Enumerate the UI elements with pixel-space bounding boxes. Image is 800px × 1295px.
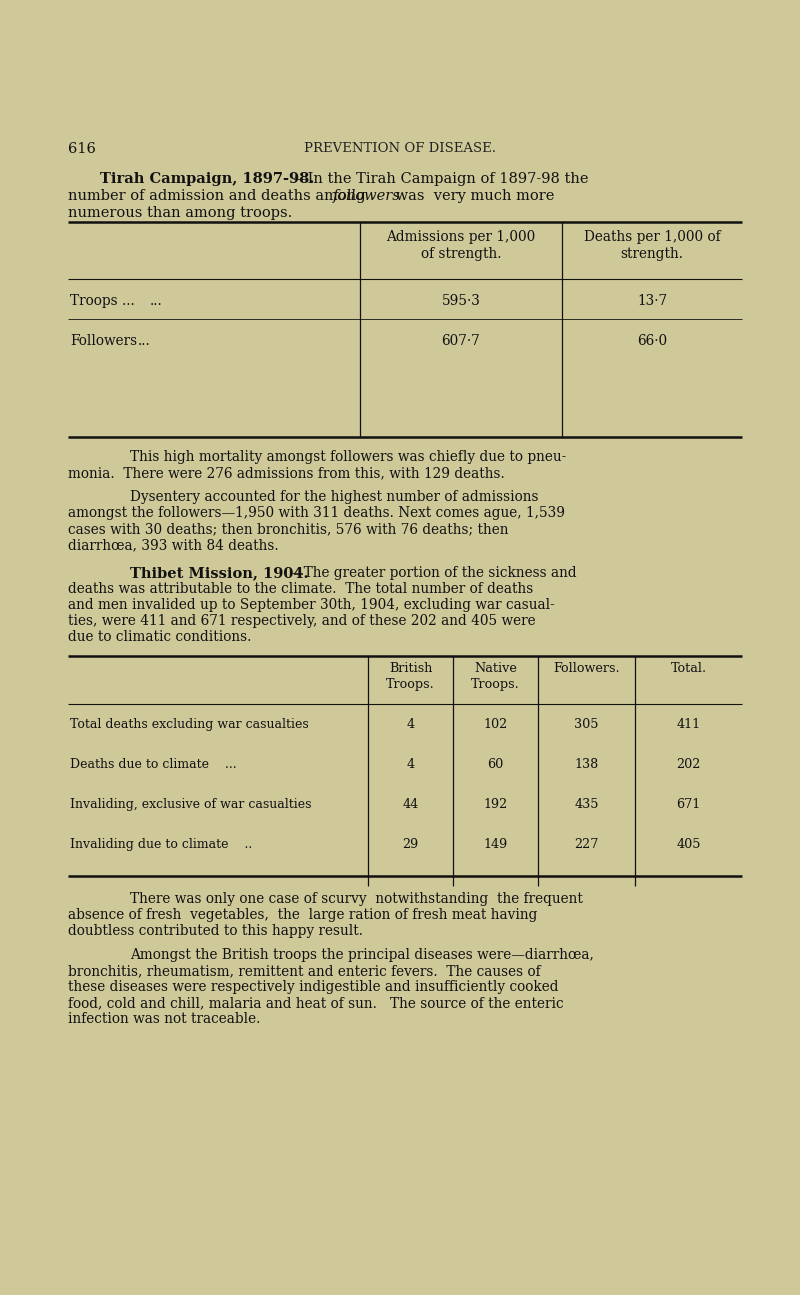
Text: ...: ...: [150, 294, 162, 308]
Text: Deaths due to climate    ...: Deaths due to climate ...: [70, 758, 237, 771]
Text: 411: 411: [677, 717, 701, 730]
Text: 227: 227: [574, 838, 598, 851]
Text: food, cold and chill, malaria and heat of sun.   The source of the enteric: food, cold and chill, malaria and heat o…: [68, 996, 564, 1010]
Text: 595·3: 595·3: [442, 294, 481, 308]
Text: 44: 44: [402, 798, 418, 811]
Text: 192: 192: [483, 798, 508, 811]
Text: Total deaths excluding war casualties: Total deaths excluding war casualties: [70, 717, 309, 730]
Text: numerous than among troops.: numerous than among troops.: [68, 206, 292, 220]
Text: Admissions per 1,000
of strength.: Admissions per 1,000 of strength.: [386, 231, 536, 262]
Text: Tirah Campaign, 1897-98.: Tirah Campaign, 1897-98.: [100, 172, 314, 186]
Text: 202: 202: [676, 758, 701, 771]
Text: absence of fresh  vegetables,  the  large ration of fresh meat having: absence of fresh vegetables, the large r…: [68, 908, 538, 922]
Text: 102: 102: [483, 717, 508, 730]
Text: Followers.: Followers.: [553, 662, 620, 675]
Text: There was only one case of scurvy  notwithstanding  the frequent: There was only one case of scurvy notwit…: [130, 892, 583, 906]
Text: doubtless contributed to this happy result.: doubtless contributed to this happy resu…: [68, 925, 363, 938]
Text: British
Troops.: British Troops.: [386, 662, 435, 692]
Text: ties, were 411 and 671 respectively, and of these 202 and 405 were: ties, were 411 and 671 respectively, and…: [68, 614, 536, 628]
Text: 4: 4: [406, 717, 414, 730]
Text: 4: 4: [406, 758, 414, 771]
Text: cases with 30 deaths; then bronchitis, 576 with 76 deaths; then: cases with 30 deaths; then bronchitis, 5…: [68, 522, 509, 536]
Text: Thibet Mission, 1904.: Thibet Mission, 1904.: [130, 566, 309, 580]
Text: and men invalided up to September 30th, 1904, excluding war casual-: and men invalided up to September 30th, …: [68, 598, 554, 613]
Text: 149: 149: [483, 838, 508, 851]
Text: 13·7: 13·7: [637, 294, 667, 308]
Text: deaths was attributable to the climate.  The total number of deaths: deaths was attributable to the climate. …: [68, 581, 534, 596]
Text: Troops ...: Troops ...: [70, 294, 134, 308]
Text: infection was not traceable.: infection was not traceable.: [68, 1011, 260, 1026]
Text: 305: 305: [574, 717, 598, 730]
Text: 616: 616: [68, 142, 96, 155]
Text: 138: 138: [574, 758, 598, 771]
Text: 60: 60: [487, 758, 504, 771]
Text: 607·7: 607·7: [442, 334, 480, 348]
Text: 671: 671: [676, 798, 701, 811]
Text: amongst the followers—1,950 with 311 deaths. Next comes ague, 1,539: amongst the followers—1,950 with 311 dea…: [68, 506, 565, 521]
Text: Native
Troops.: Native Troops.: [471, 662, 520, 692]
Text: monia.  There were 276 admissions from this, with 129 deaths.: monia. There were 276 admissions from th…: [68, 466, 505, 480]
Text: This high mortality amongst followers was chiefly due to pneu-: This high mortality amongst followers wa…: [130, 449, 566, 464]
Text: followers: followers: [333, 189, 401, 203]
Text: —In the Tirah Campaign of 1897-98 the: —In the Tirah Campaign of 1897-98 the: [293, 172, 589, 186]
Text: Total.: Total.: [670, 662, 706, 675]
Text: ...: ...: [138, 334, 150, 348]
Text: Amongst the British troops the principal diseases were—diarrhœa,: Amongst the British troops the principal…: [130, 948, 594, 962]
Text: 66·0: 66·0: [637, 334, 667, 348]
Text: was  very much more: was very much more: [391, 189, 554, 203]
Text: number of admission and deaths among: number of admission and deaths among: [68, 189, 370, 203]
Text: Deaths per 1,000 of
strength.: Deaths per 1,000 of strength.: [584, 231, 720, 262]
Text: due to climatic conditions.: due to climatic conditions.: [68, 629, 251, 644]
Text: Invaliding, exclusive of war casualties: Invaliding, exclusive of war casualties: [70, 798, 311, 811]
Text: 435: 435: [574, 798, 598, 811]
Text: 405: 405: [676, 838, 701, 851]
Text: these diseases were respectively indigestible and insufficiently cooked: these diseases were respectively indiges…: [68, 980, 558, 995]
Text: PREVENTION OF DISEASE.: PREVENTION OF DISEASE.: [304, 142, 496, 155]
Text: Dysentery accounted for the highest number of admissions: Dysentery accounted for the highest numb…: [130, 490, 538, 504]
Text: bronchitis, rheumatism, remittent and enteric fevers.  The causes of: bronchitis, rheumatism, remittent and en…: [68, 963, 541, 978]
Text: —The greater portion of the sickness and: —The greater portion of the sickness and: [290, 566, 577, 580]
Text: Invaliding due to climate    ..: Invaliding due to climate ..: [70, 838, 252, 851]
Text: Followers: Followers: [70, 334, 137, 348]
Text: 29: 29: [402, 838, 418, 851]
Text: diarrhœa, 393 with 84 deaths.: diarrhœa, 393 with 84 deaths.: [68, 537, 278, 552]
